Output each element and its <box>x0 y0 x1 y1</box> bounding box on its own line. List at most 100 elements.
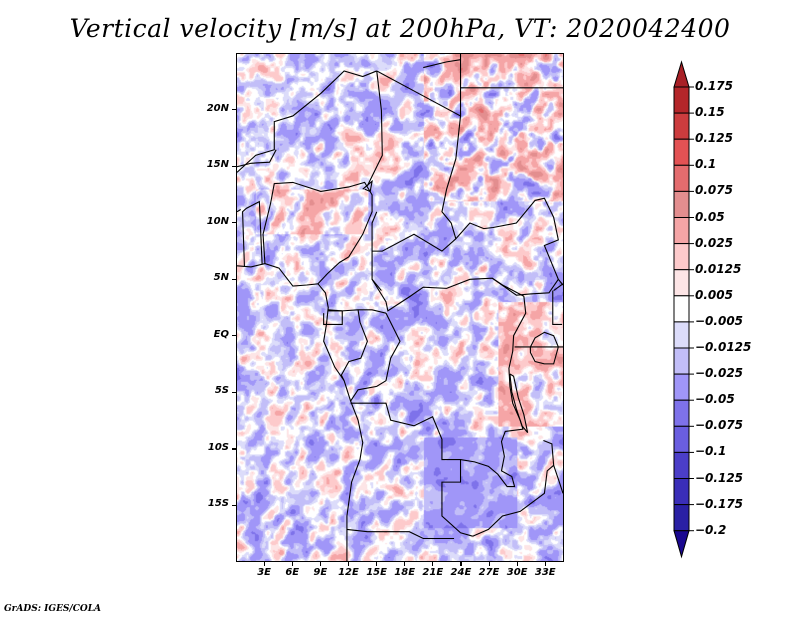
colorbar-swatch <box>673 347 690 375</box>
colorbar-label: 0.075 <box>695 183 733 198</box>
country-border <box>460 296 527 488</box>
colorbar-swatch <box>673 86 690 114</box>
colorbar-swatch <box>673 164 690 192</box>
lat-tick <box>232 504 236 507</box>
lon-tick-label: 24E <box>450 567 472 578</box>
lat-tick <box>232 165 236 167</box>
lon-tick <box>432 562 434 566</box>
colorbar-swatch <box>673 373 690 401</box>
lon-tick-label: 33E <box>534 567 556 578</box>
colorbar-swatch <box>673 451 690 479</box>
country-border <box>376 54 462 117</box>
colorbar-label: −0.125 <box>695 470 744 485</box>
lon-tick <box>460 562 462 566</box>
colorbar-swatch <box>673 295 690 323</box>
colorbar-label: 0.175 <box>695 79 733 93</box>
colorbar-top-arrow <box>673 60 690 88</box>
country-border <box>262 181 373 285</box>
country-border <box>553 283 563 292</box>
colorbar-label: 0.025 <box>695 235 733 250</box>
colorbar-label: 0.15 <box>695 105 725 120</box>
country-border <box>340 309 368 381</box>
colorbar-swatch <box>673 138 690 166</box>
colorbar-label: 0.005 <box>695 287 733 302</box>
colorbar-swatch <box>673 504 690 532</box>
lon-tick-label: 6E <box>285 567 300 578</box>
lon-tick-label: 18E <box>394 567 416 578</box>
country-border <box>237 263 364 561</box>
country-border <box>529 331 559 365</box>
lon-tick-label: 27E <box>478 567 500 578</box>
colorbar-label: −0.0125 <box>695 340 752 354</box>
lon-tick-label: 3E <box>257 567 271 578</box>
lat-tick <box>232 222 236 224</box>
lon-tick <box>488 562 490 566</box>
colorbar-swatch <box>673 190 690 218</box>
colorbar-swatch <box>673 243 690 271</box>
country-border <box>346 528 455 540</box>
country-border <box>543 439 563 494</box>
colorbar-swatch <box>673 399 690 427</box>
colorbar-swatch <box>673 217 690 245</box>
country-border <box>371 251 382 291</box>
country-border <box>237 149 277 168</box>
country-border <box>552 290 563 325</box>
lat-tick <box>232 278 236 280</box>
lat-tick <box>232 335 236 337</box>
colorbar-label: 0.05 <box>695 209 725 224</box>
lat-tick-label: 15S <box>207 498 229 510</box>
country-border <box>491 277 559 296</box>
country-border <box>366 70 383 187</box>
lon-tick <box>263 562 265 566</box>
grads-credit: GrADS: IGES/COLA <box>4 604 102 614</box>
lon-tick <box>347 562 350 566</box>
colorbar-bottom-arrow <box>673 530 690 559</box>
colorbar-label: −0.025 <box>695 366 744 381</box>
chart-title: Vertical velocity [m/s] at 200hPa, VT: 2… <box>69 14 731 43</box>
country-border <box>509 373 529 433</box>
lat-tick-label: 5S <box>214 385 229 397</box>
colorbar-swatch <box>673 478 690 506</box>
country-border <box>237 209 241 213</box>
lon-tick <box>376 562 378 566</box>
colorbar-label: −0.1 <box>695 444 727 459</box>
lon-tick <box>319 562 322 566</box>
colorbar-label: −0.075 <box>695 418 744 433</box>
map-plot-area <box>236 53 564 562</box>
country-border <box>362 179 373 193</box>
country-border <box>423 59 461 69</box>
lon-tick-label: 15E <box>366 567 387 578</box>
lon-tick-label: 12E <box>338 567 359 578</box>
lon-tick <box>516 562 518 566</box>
lon-tick-label: 30E <box>506 567 528 578</box>
lon-tick-label: 21E <box>422 567 444 578</box>
country-border <box>371 277 525 312</box>
colorbar-label: 0.0125 <box>695 261 742 276</box>
lon-tick <box>404 562 406 566</box>
lon-tick-label: 9E <box>313 567 328 578</box>
colorbar-label: −0.175 <box>695 496 744 511</box>
lat-tick-label: 15N <box>206 159 229 171</box>
lat-tick <box>232 448 236 450</box>
lon-tick <box>544 562 546 566</box>
colorbar-label: 0.1 <box>695 157 717 172</box>
lat-tick-label: 5N <box>213 272 229 284</box>
colorbar-label: −0.05 <box>695 392 735 407</box>
lat-tick-label: 10S <box>207 441 229 453</box>
country-border <box>242 200 263 267</box>
country-border <box>472 464 555 537</box>
country-border <box>350 402 473 537</box>
country-border <box>455 197 563 286</box>
colorbar-swatch <box>673 321 690 349</box>
colorbar-swatch <box>673 269 690 297</box>
lon-tick <box>291 562 293 566</box>
country-border <box>350 312 401 402</box>
lat-tick-label: 20N <box>206 102 229 114</box>
country-border <box>237 70 377 173</box>
country-border <box>328 309 387 314</box>
colorbar-swatch <box>673 425 690 453</box>
colorbar-swatch <box>673 112 690 140</box>
country-border <box>371 115 462 252</box>
lat-tick-label: 10N <box>206 215 229 227</box>
lat-tick <box>232 391 236 394</box>
